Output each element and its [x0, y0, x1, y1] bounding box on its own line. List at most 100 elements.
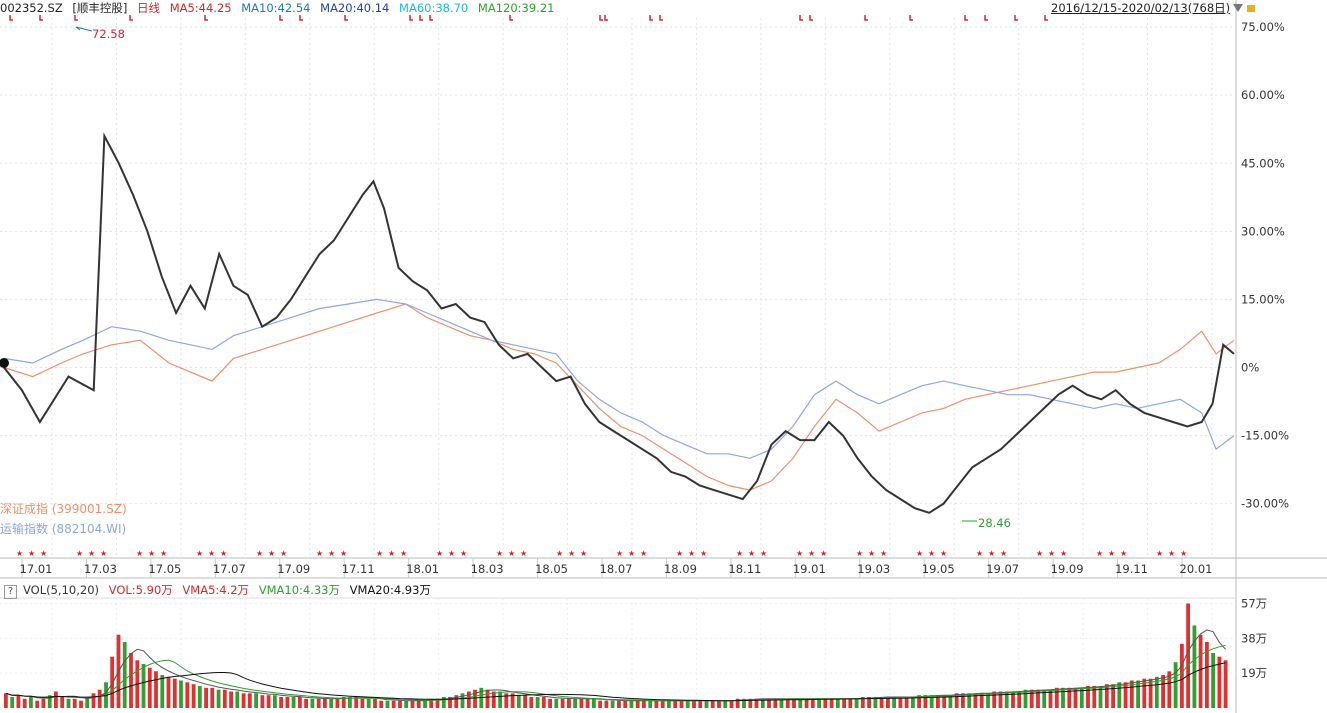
- star-marker-icon: ★: [136, 549, 143, 558]
- volume-bar: [435, 698, 440, 708]
- volume-bar: [391, 700, 396, 708]
- event-marker-icon: [964, 15, 968, 21]
- volume-bar: [548, 698, 552, 708]
- volume-bar: [923, 695, 928, 708]
- star-marker-icon: ★: [148, 549, 155, 558]
- event-marker-icon: [659, 15, 663, 21]
- volume-bar: [685, 700, 690, 708]
- star-marker-icon: ★: [820, 549, 827, 558]
- volume-bar: [1048, 689, 1053, 708]
- star-marker-icon: ★: [1180, 549, 1187, 558]
- event-marker-icon: [909, 15, 913, 21]
- volume-bar: [1086, 686, 1090, 708]
- star-marker-icon: ★: [28, 549, 35, 558]
- volume-bar: [1104, 684, 1109, 708]
- volume-bar: [1136, 680, 1140, 708]
- volume-bar: [154, 671, 158, 708]
- cursor-marker-icon: [0, 358, 9, 368]
- volume-bar: [823, 698, 828, 708]
- volume-bar: [285, 697, 290, 708]
- volume-bar: [598, 700, 602, 708]
- volume-bar: [848, 698, 853, 708]
- volume-bar: [967, 693, 972, 708]
- x-tick-label: 17.11: [342, 562, 375, 576]
- volume-bar: [54, 691, 58, 708]
- volume-bar: [567, 698, 571, 708]
- volume-bar: [473, 689, 477, 708]
- volume-bar: [541, 697, 546, 708]
- volume-bar: [323, 698, 327, 708]
- volume-bar: [379, 700, 384, 708]
- volume-ma10-line: [5, 644, 1226, 702]
- x-tick-label: 18.05: [535, 562, 568, 576]
- event-marker-icon: [279, 15, 283, 21]
- event-marker-icon: [74, 15, 78, 21]
- volume-bar: [1073, 687, 1078, 708]
- volume-bar: [842, 698, 846, 708]
- x-tick-label: 19.03: [857, 562, 890, 576]
- star-marker-icon: ★: [220, 549, 227, 558]
- volume-bar: [516, 695, 521, 708]
- ma10-label: MA10:42.54: [241, 1, 311, 15]
- volume-bar: [748, 698, 753, 708]
- volume-bar: [129, 653, 133, 708]
- volume-bar: [529, 697, 534, 708]
- x-tick-label: 20.01: [1180, 562, 1213, 576]
- volume-bar: [35, 700, 40, 708]
- volume-bar: [429, 698, 434, 708]
- volume-bar: [798, 698, 803, 708]
- series-line-szse: [3, 303, 1235, 491]
- volume-bar: [385, 700, 390, 708]
- volume-bar: [1117, 682, 1122, 708]
- volume-bar: [460, 693, 465, 708]
- volume-bar: [179, 680, 183, 708]
- volume-bar: [47, 695, 52, 708]
- star-marker-icon: ★: [340, 549, 347, 558]
- volume-bar: [979, 693, 984, 708]
- volume-bar: [610, 700, 615, 708]
- vol-y-tick-label: 38万: [1241, 631, 1267, 645]
- volume-bar: [742, 698, 746, 708]
- volume-bar: [260, 695, 265, 708]
- volume-bar: [29, 697, 33, 708]
- legend-szse: 深证成指 (399001.SZ): [0, 502, 127, 516]
- series-line-transport: [3, 298, 1235, 459]
- star-marker-icon: ★: [196, 549, 203, 558]
- star-marker-icon: ★: [1108, 549, 1115, 558]
- volume-bar: [1123, 682, 1128, 708]
- help-icon[interactable]: ?: [4, 585, 17, 599]
- ma20-label: MA20:40.14: [320, 1, 390, 15]
- volume-bar: [366, 698, 371, 708]
- volume-bar: [491, 691, 496, 708]
- star-marker-icon: ★: [736, 549, 743, 558]
- star-marker-icon: ★: [460, 549, 467, 558]
- volume-bar: [710, 700, 715, 708]
- volume-bar: [954, 693, 959, 708]
- star-marker-icon: ★: [616, 549, 623, 558]
- volume-bar: [1192, 625, 1197, 708]
- volume-bar: [911, 697, 915, 708]
- dropdown-arrow-icon: [1233, 4, 1243, 12]
- star-marker-icon: ★: [100, 549, 107, 558]
- legend-transport: 运输指数 (882104.WI): [0, 522, 127, 536]
- high-arrow-icon: [75, 26, 93, 32]
- volume-bar: [729, 700, 734, 708]
- lock-icon: [1247, 5, 1255, 12]
- date-range[interactable]: 2016/12/15-2020/02/13(768日): [1051, 1, 1231, 15]
- volume-bar: [629, 700, 634, 708]
- star-marker-icon: ★: [496, 549, 503, 558]
- volume-bar: [1180, 643, 1184, 708]
- volume-bar: [1186, 603, 1190, 708]
- volume-bar: [723, 700, 728, 708]
- event-marker-icon: [344, 15, 348, 21]
- volume-bar: [172, 678, 177, 708]
- volume-bar: [973, 693, 978, 708]
- volume-bar: [1061, 687, 1065, 708]
- volume-bar: [1148, 678, 1153, 708]
- volume-bar: [1042, 689, 1047, 708]
- volume-bar: [754, 698, 759, 708]
- x-tick-label: 17.03: [84, 562, 117, 576]
- volume-bar: [792, 698, 796, 708]
- stock-name: [顺丰控股]: [72, 1, 128, 15]
- y-tick-label: -15.00%: [1241, 429, 1289, 443]
